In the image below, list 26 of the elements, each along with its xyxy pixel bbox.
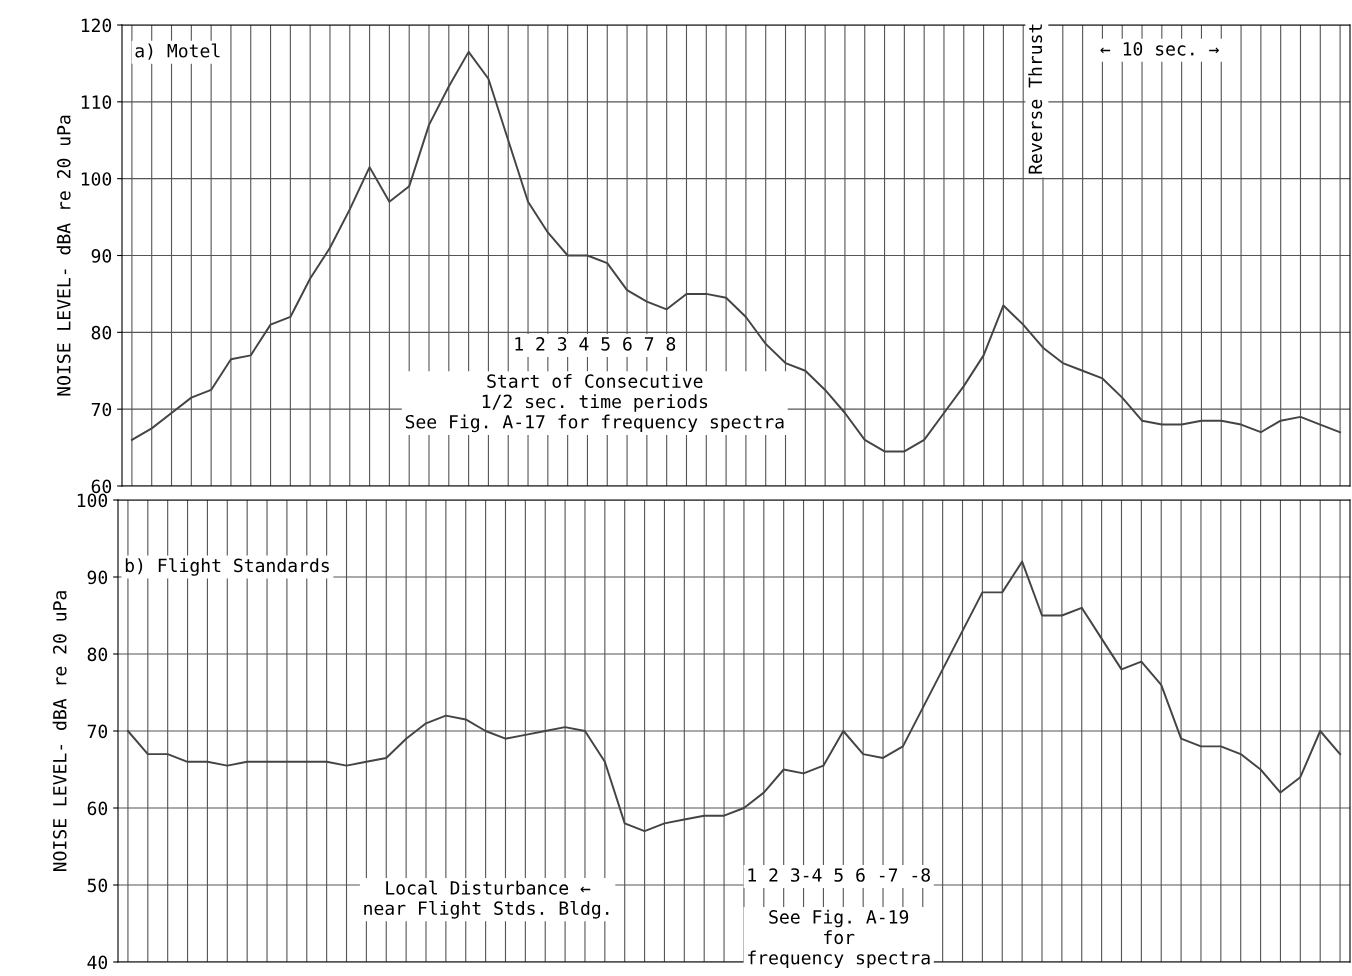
annotation: 1 2 3 4 5 6 7 8 [515, 337, 676, 351]
annotation: Local Disturbance ← near Flight Stds. Bldg. [364, 880, 609, 919]
annotation: Reverse Thrust [1028, 24, 1043, 174]
annotation: 1 2 3-4 5 6 -7 -8 [748, 868, 930, 882]
y-tick-label: 60 [91, 479, 112, 494]
y-axis-title: NOISE LEVEL- dBA re 20 uPa [56, 115, 71, 396]
y-tick-label: 110 [81, 95, 112, 109]
annotation: a) Motel [135, 43, 220, 60]
y-tick-label: 120 [81, 18, 112, 33]
y-tick-label: 60 [87, 801, 108, 816]
y-tick-label: 50 [87, 878, 108, 893]
y-tick-label: 80 [87, 647, 108, 662]
y-tick-label: 70 [91, 402, 112, 417]
y-tick-label: 100 [81, 172, 112, 186]
y-tick-label: 40 [87, 955, 108, 970]
y-tick-label: 90 [91, 249, 112, 263]
y-tick-label: 80 [91, 325, 112, 340]
annotation: ← 10 sec. → [1100, 41, 1219, 56]
y-tick-label: 90 [87, 570, 108, 585]
y-tick-label: 70 [87, 724, 108, 739]
line-series [126, 560, 1342, 833]
y-tick-label: 100 [77, 493, 108, 508]
y-axis-title: NOISE LEVEL- dBA re 20 uPa [52, 591, 67, 872]
annotation: See Fig. A-19 for frequency spectra [748, 909, 930, 969]
annotation: Start of Consecutive 1/2 sec. time periods See Fig. A-17 for frequency spectra [405, 373, 784, 433]
annotation: b) Flight Standards [125, 558, 329, 576]
